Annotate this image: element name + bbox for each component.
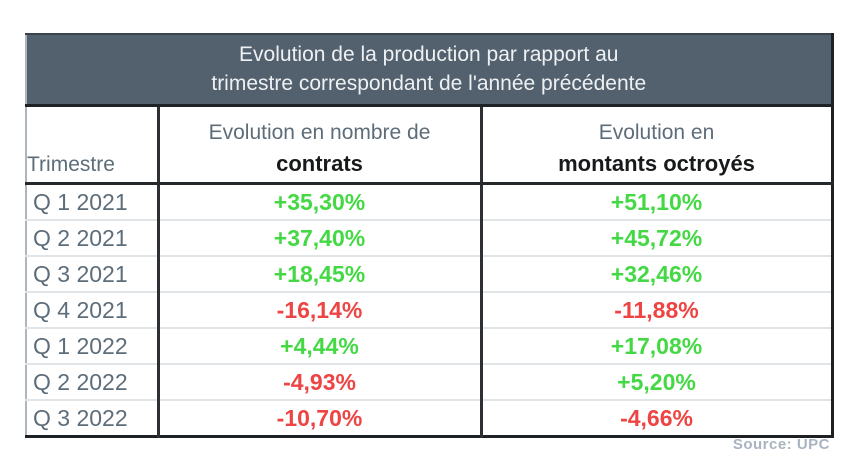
amounts-value-cell: -11,88% xyxy=(479,291,833,328)
contracts-value-cell: -16,14% xyxy=(156,291,481,328)
amounts-value-cell: +32,46% xyxy=(479,255,833,292)
quarter-cell: Q 3 2022 xyxy=(26,399,158,437)
title-row: Evolution de la production par rapport a… xyxy=(26,34,833,107)
table-row: Q 2 2022 -4,93% +5,20% xyxy=(26,363,833,400)
source-caption: Source: UPC xyxy=(732,436,830,453)
amounts-value-cell: +17,08% xyxy=(479,327,833,364)
contracts-value-cell: +4,44% xyxy=(156,327,481,364)
table-body: Q 1 2021 +35,30% +51,10% Q 2 2021 +37,40% +45… xyxy=(26,183,833,437)
quarter-cell: Q 4 2021 xyxy=(26,291,158,328)
amounts-value-cell: -4,66% xyxy=(479,399,833,437)
amounts-value-cell: +5,20% xyxy=(479,363,833,400)
quarter-cell: Q 2 2022 xyxy=(26,363,158,400)
column-header-trimestre: Trimestre xyxy=(26,105,158,185)
column-header-montants: Evolution en montants octroyés xyxy=(479,105,833,185)
table-row: Q 3 2022 -10,70% -4,66% xyxy=(26,399,833,437)
table-row: Q 1 2022 +4,44% +17,08% xyxy=(26,327,833,364)
contracts-value-cell: -10,70% xyxy=(156,399,481,437)
contracts-value-cell: +35,30% xyxy=(156,183,481,220)
production-evolution-table: Evolution de la production par rapport a… xyxy=(25,33,834,438)
quarter-cell: Q 1 2021 xyxy=(26,183,158,220)
column-header-contrats: Evolution en nombre de contrats xyxy=(156,105,481,185)
column-header-montants-line2: montants octroyés xyxy=(558,150,755,176)
column-header-row: Trimestre Evolution en nombre de contrat… xyxy=(26,105,833,185)
quarter-cell: Q 3 2021 xyxy=(26,255,158,292)
quarter-cell: Q 1 2022 xyxy=(26,327,158,364)
column-header-contrats-line2: contrats xyxy=(276,150,363,176)
quarter-cell: Q 2 2021 xyxy=(26,219,158,256)
contracts-value-cell: +18,45% xyxy=(156,255,481,292)
table-row: Q 4 2021 -16,14% -11,88% xyxy=(26,291,833,328)
amounts-value-cell: +45,72% xyxy=(479,219,833,256)
table-title: Evolution de la production par rapport a… xyxy=(26,34,833,107)
table-title-line1: Evolution de la production par rapport a… xyxy=(239,43,619,67)
amounts-value-cell: +51,10% xyxy=(479,183,833,220)
contracts-value-cell: +37,40% xyxy=(156,219,481,256)
table-row: Q 1 2021 +35,30% +51,10% xyxy=(26,183,833,220)
column-header-montants-line1: Evolution en xyxy=(598,120,715,144)
contracts-value-cell: -4,93% xyxy=(156,363,481,400)
column-header-trimestre-label: Trimestre xyxy=(27,153,115,176)
table-row: Q 3 2021 +18,45% +32,46% xyxy=(26,255,833,292)
column-header-contrats-line1: Evolution en nombre de xyxy=(208,120,431,144)
table-title-line2: trimestre correspondant de l'année précé… xyxy=(211,71,647,95)
table-row: Q 2 2021 +37,40% +45,72% xyxy=(26,219,833,256)
